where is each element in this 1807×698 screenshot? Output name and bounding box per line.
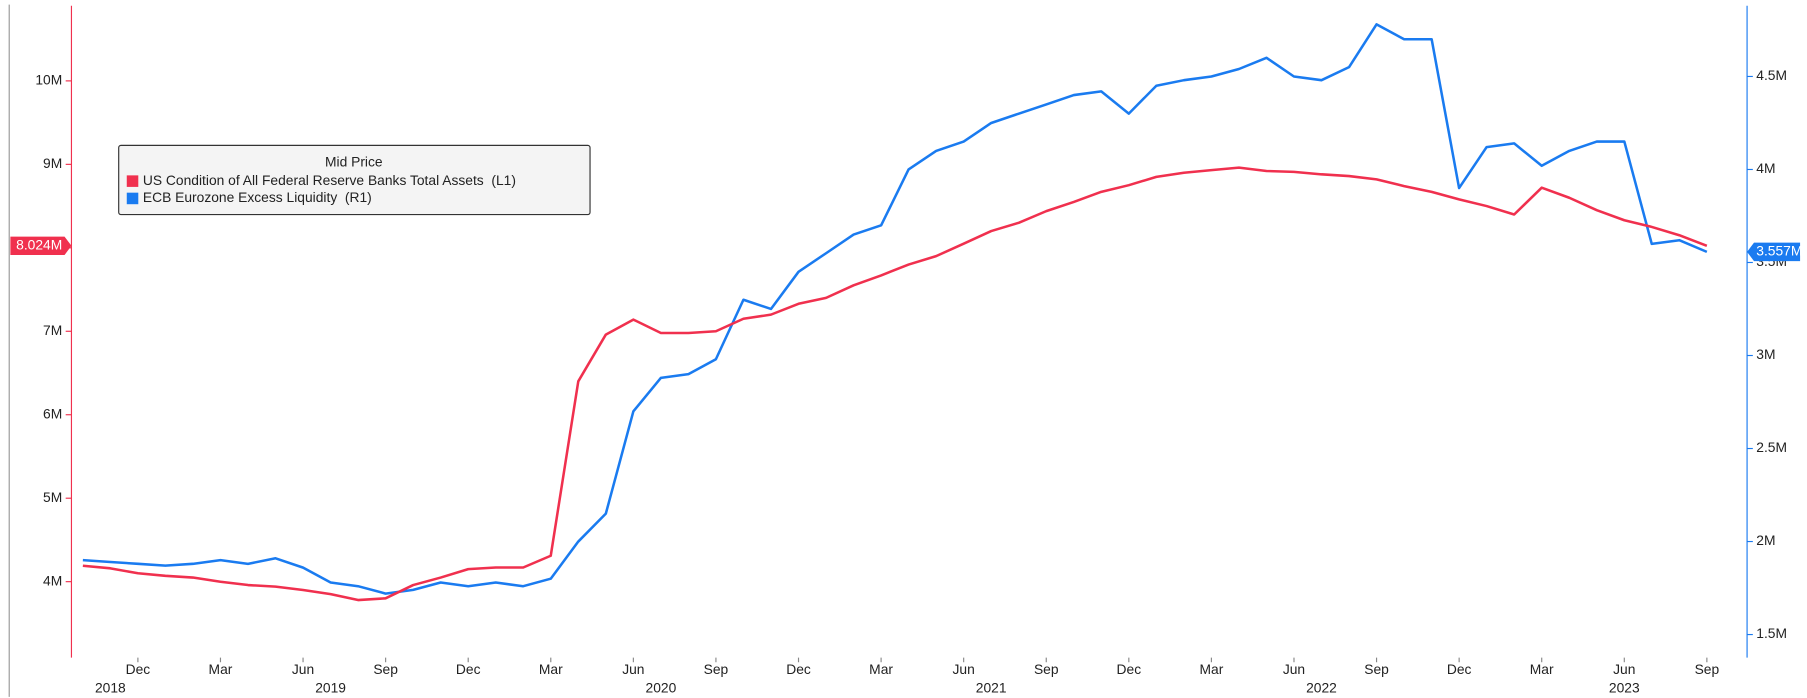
y-tick-label: 10M (35, 72, 62, 88)
y-tick-label: 6M (43, 405, 62, 421)
legend-box (118, 144, 591, 216)
x-tick-label: Mar (209, 661, 233, 677)
x-tick-label: Jun (622, 661, 644, 677)
legend-swatch (126, 175, 139, 187)
x-tick-label: Dec (1117, 661, 1142, 677)
last-value-label: 8.024M (16, 236, 62, 252)
legend-swatch (126, 192, 139, 205)
x-tick-label: Dec (456, 661, 481, 677)
series-line (82, 23, 1708, 595)
x-tick-label: Mar (539, 661, 563, 677)
x-tick-label: Dec (1447, 661, 1472, 677)
x-tick-label: Sep (373, 661, 398, 677)
y2-tick-label: 4M (1756, 160, 1775, 176)
y2-tick-label: 2M (1756, 532, 1775, 548)
y2-tick-label: 3M (1756, 346, 1775, 362)
last-value-label: 3.557M (1756, 243, 1802, 259)
last-value-tag (10, 236, 72, 256)
x-year-label: 2020 (646, 679, 677, 695)
y-tick-label: 7M (43, 322, 62, 338)
last-value-tag (1747, 242, 1801, 262)
x-tick-label: Sep (1695, 661, 1720, 677)
y2-tick-label: 4.5M (1756, 67, 1787, 83)
x-tick-label: Dec (786, 661, 811, 677)
y2-tick-label: 1.5M (1756, 625, 1787, 641)
x-year-label: 2022 (1306, 679, 1337, 695)
x-tick-label: Sep (704, 661, 729, 677)
x-tick-label: Jun (1613, 661, 1635, 677)
x-tick-label: Mar (1199, 661, 1223, 677)
legend-label: US Condition of All Federal Reserve Bank… (143, 172, 516, 188)
y-tick-label: 4M (43, 572, 62, 588)
x-tick-label: Jun (953, 661, 975, 677)
legend-title: Mid Price (325, 153, 383, 169)
x-tick-label: Sep (1034, 661, 1059, 677)
y-tick-label: 9M (43, 155, 62, 171)
x-year-label: 2023 (1609, 679, 1640, 695)
x-tick-label: Dec (126, 661, 151, 677)
x-year-label: 2019 (315, 679, 346, 695)
x-tick-label: Jun (1283, 661, 1305, 677)
x-tick-label: Mar (869, 661, 893, 677)
x-year-label: 2021 (976, 679, 1007, 695)
x-tick-label: Sep (1364, 661, 1389, 677)
legend: Mid Price US Condition of All Federal Re… (118, 144, 591, 216)
y-tick-label: 5M (43, 489, 62, 505)
series-line (82, 166, 1708, 602)
legend-label: ECB Eurozone Excess Liquidity (R1) (143, 189, 372, 205)
x-tick-label: Jun (292, 661, 314, 677)
x-year-label: 2018 (95, 679, 126, 695)
y2-tick-label: 2.5M (1756, 439, 1787, 455)
x-tick-label: Mar (1530, 661, 1554, 677)
